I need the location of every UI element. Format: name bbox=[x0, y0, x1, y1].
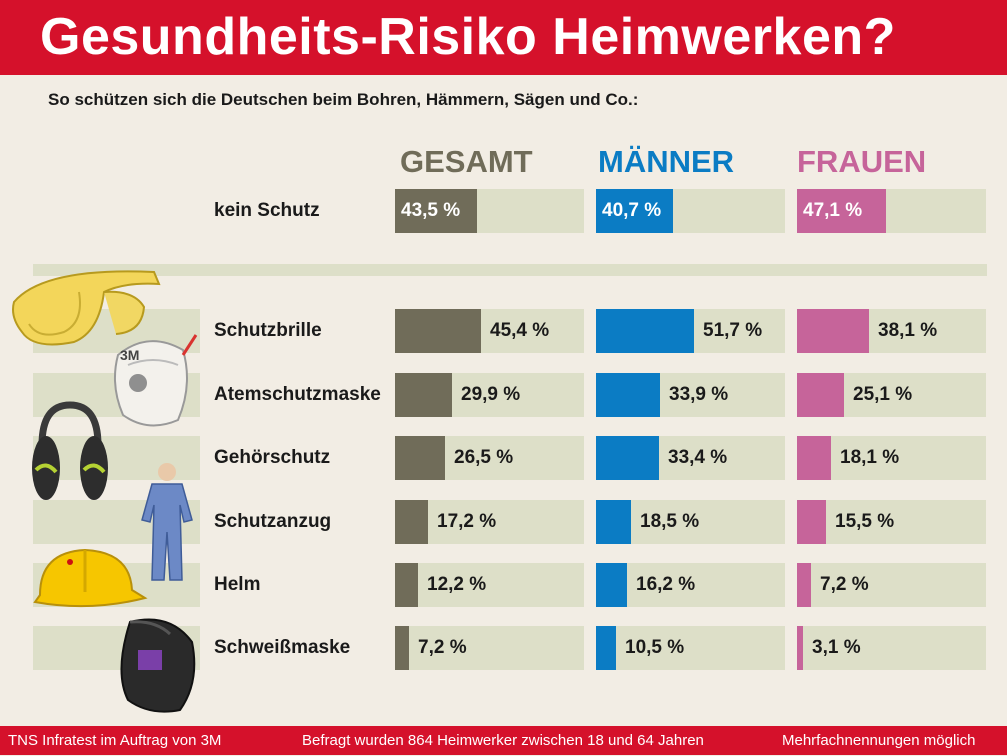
column-header-maenner: MÄNNER bbox=[598, 144, 735, 179]
data-label-frauen-kein-schutz: 47,1 % bbox=[803, 200, 863, 221]
bar-track: 47,1 % bbox=[797, 189, 986, 233]
bar-frauen-atemschutzmaske bbox=[797, 373, 844, 417]
section-divider bbox=[33, 264, 987, 276]
bar-gesamt-atemschutzmaske bbox=[395, 373, 452, 417]
bar-track: 43,5 % bbox=[395, 189, 584, 233]
bar-frauen-schutzbrille bbox=[797, 309, 869, 353]
header-banner: Gesundheits-Risiko Heimwerken? bbox=[0, 0, 1007, 75]
safety-glasses-icon bbox=[12, 270, 161, 346]
data-label-gesamt-schweissmaske: 7,2 % bbox=[418, 637, 467, 658]
bar-gesamt-schweissmaske bbox=[395, 626, 409, 670]
bar-frauen-schutzanzug bbox=[797, 500, 826, 544]
bar-track: 12,2 % bbox=[395, 563, 584, 607]
bar-track: 45,4 % bbox=[395, 309, 584, 353]
data-label-maenner-helm: 16,2 % bbox=[636, 574, 696, 595]
footer-bar: TNS Infratest im Auftrag von 3M Befragt … bbox=[0, 726, 1007, 755]
category-label-kein-schutz: kein Schutz bbox=[214, 200, 320, 221]
data-label-frauen-schutzbrille: 38,1 % bbox=[878, 320, 938, 341]
footer-sample: Befragt wurden 864 Heimwerker zwischen 1… bbox=[302, 732, 704, 749]
bar-track: 15,5 % bbox=[797, 500, 986, 544]
bar-track: 29,9 % bbox=[395, 373, 584, 417]
bar-track: 40,7 % bbox=[596, 189, 785, 233]
data-label-frauen-schweissmaske: 3,1 % bbox=[812, 637, 861, 658]
bar-track: 33,9 % bbox=[596, 373, 785, 417]
data-label-frauen-schutzanzug: 15,5 % bbox=[835, 511, 895, 532]
footer-note: Mehrfachnennungen möglich bbox=[782, 732, 976, 749]
page-title: Gesundheits-Risiko Heimwerken? bbox=[40, 8, 896, 66]
footer-source: TNS Infratest im Auftrag von 3M bbox=[8, 732, 222, 749]
bar-track: 51,7 % bbox=[596, 309, 785, 353]
category-label-schutzanzug: Schutzanzug bbox=[214, 511, 332, 532]
data-label-maenner-schutzbrille: 51,7 % bbox=[703, 320, 763, 341]
bar-frauen-schweissmaske bbox=[797, 626, 803, 670]
data-label-frauen-gehoerschutz: 18,1 % bbox=[840, 447, 900, 468]
bar-maenner-schutzbrille bbox=[596, 309, 694, 353]
category-label-atemschutzmaske: Atemschutzmaske bbox=[214, 384, 381, 405]
category-label-schutzbrille: Schutzbrille bbox=[214, 320, 322, 341]
bar-gesamt-helm bbox=[395, 563, 418, 607]
data-label-gesamt-gehoerschutz: 26,5 % bbox=[454, 447, 514, 468]
data-label-gesamt-schutzbrille: 45,4 % bbox=[490, 320, 550, 341]
data-label-maenner-gehoerschutz: 33,4 % bbox=[668, 447, 728, 468]
bar-frauen-gehoerschutz bbox=[797, 436, 831, 480]
data-label-maenner-atemschutzmaske: 33,9 % bbox=[669, 384, 729, 405]
bar-track: 18,1 % bbox=[797, 436, 986, 480]
earmuffs-icon bbox=[32, 401, 108, 500]
welding-helmet-icon bbox=[120, 618, 196, 713]
data-label-frauen-atemschutzmaske: 25,1 % bbox=[853, 384, 913, 405]
hard-hat-icon bbox=[33, 548, 148, 608]
bar-maenner-kein-schutz bbox=[596, 189, 673, 233]
data-label-maenner-schutzanzug: 18,5 % bbox=[640, 511, 700, 532]
category-label-gehoerschutz: Gehörschutz bbox=[214, 447, 331, 468]
bar-frauen-helm bbox=[797, 563, 811, 607]
bar-track: 18,5 % bbox=[596, 500, 785, 544]
bar-maenner-atemschutzmaske bbox=[596, 373, 660, 417]
bar-maenner-schweissmaske bbox=[596, 626, 616, 670]
data-label-frauen-helm: 7,2 % bbox=[820, 574, 869, 595]
bar-maenner-helm bbox=[596, 563, 627, 607]
bar-track: 7,2 % bbox=[395, 626, 584, 670]
bar-frauen-kein-schutz bbox=[797, 189, 886, 233]
bar-gesamt-kein-schutz bbox=[395, 189, 477, 233]
bar-maenner-schutzanzug bbox=[596, 500, 631, 544]
bar-gesamt-schutzanzug bbox=[395, 500, 428, 544]
bar-gesamt-gehoerschutz bbox=[395, 436, 445, 480]
bar-track: 33,4 % bbox=[596, 436, 785, 480]
bar-track: 10,5 % bbox=[596, 626, 785, 670]
protective-suit-icon bbox=[141, 463, 193, 581]
data-label-gesamt-kein-schutz: 43,5 % bbox=[401, 200, 461, 221]
column-header-frauen: FRAUEN bbox=[797, 144, 927, 179]
respirator-mask-icon: 3M bbox=[113, 334, 198, 427]
bar-gesamt-schutzbrille bbox=[395, 309, 481, 353]
data-label-maenner-kein-schutz: 40,7 % bbox=[602, 200, 662, 221]
bar-track: 16,2 % bbox=[596, 563, 785, 607]
bar-track: 25,1 % bbox=[797, 373, 986, 417]
category-label-helm: Helm bbox=[214, 574, 261, 595]
page-subtitle: So schützen sich die Deutschen beim Bohr… bbox=[48, 90, 639, 109]
bar-track: 17,2 % bbox=[395, 500, 584, 544]
bar-track: 3,1 % bbox=[797, 626, 986, 670]
bar-track: 7,2 % bbox=[797, 563, 986, 607]
svg-text:3M: 3M bbox=[120, 347, 139, 363]
data-label-gesamt-helm: 12,2 % bbox=[427, 574, 487, 595]
category-label-schweissmaske: Schweißmaske bbox=[214, 637, 351, 658]
data-label-gesamt-atemschutzmaske: 29,9 % bbox=[461, 384, 521, 405]
bar-track: 26,5 % bbox=[395, 436, 584, 480]
column-header-gesamt: GESAMT bbox=[400, 144, 533, 179]
bar-maenner-gehoerschutz bbox=[596, 436, 659, 480]
data-label-maenner-schweissmaske: 10,5 % bbox=[625, 637, 685, 658]
bar-track: 38,1 % bbox=[797, 309, 986, 353]
data-label-gesamt-schutzanzug: 17,2 % bbox=[437, 511, 497, 532]
